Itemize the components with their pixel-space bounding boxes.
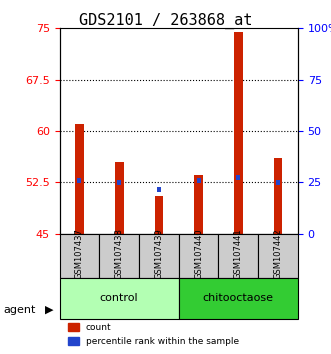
- Bar: [194, 176, 203, 234]
- Bar: [276, 180, 280, 185]
- FancyBboxPatch shape: [139, 234, 179, 278]
- Bar: [236, 175, 240, 180]
- FancyBboxPatch shape: [99, 234, 139, 278]
- Bar: [77, 178, 81, 183]
- Text: chitooctaose: chitooctaose: [203, 293, 274, 303]
- FancyBboxPatch shape: [60, 278, 179, 319]
- Text: agent: agent: [3, 305, 36, 315]
- FancyBboxPatch shape: [60, 234, 99, 278]
- Text: control: control: [100, 293, 138, 303]
- Text: GSM107439: GSM107439: [154, 228, 164, 279]
- Bar: [157, 187, 161, 192]
- Text: GSM107438: GSM107438: [115, 228, 124, 279]
- FancyBboxPatch shape: [218, 234, 258, 278]
- FancyBboxPatch shape: [258, 234, 298, 278]
- FancyBboxPatch shape: [179, 234, 218, 278]
- Bar: [75, 124, 84, 234]
- Text: ▶: ▶: [45, 305, 53, 315]
- Bar: [155, 196, 163, 234]
- Bar: [117, 180, 121, 185]
- Text: GDS2101 / 263868_at: GDS2101 / 263868_at: [79, 12, 252, 29]
- Text: GSM107442: GSM107442: [273, 228, 283, 279]
- Bar: [197, 178, 201, 183]
- Text: GSM107437: GSM107437: [75, 228, 84, 279]
- Text: GSM107441: GSM107441: [234, 228, 243, 279]
- FancyBboxPatch shape: [179, 278, 298, 319]
- Bar: [274, 158, 282, 234]
- Bar: [234, 32, 243, 234]
- Text: GSM107440: GSM107440: [194, 228, 203, 279]
- Legend: count, percentile rank within the sample: count, percentile rank within the sample: [64, 320, 243, 349]
- Bar: [115, 162, 123, 234]
